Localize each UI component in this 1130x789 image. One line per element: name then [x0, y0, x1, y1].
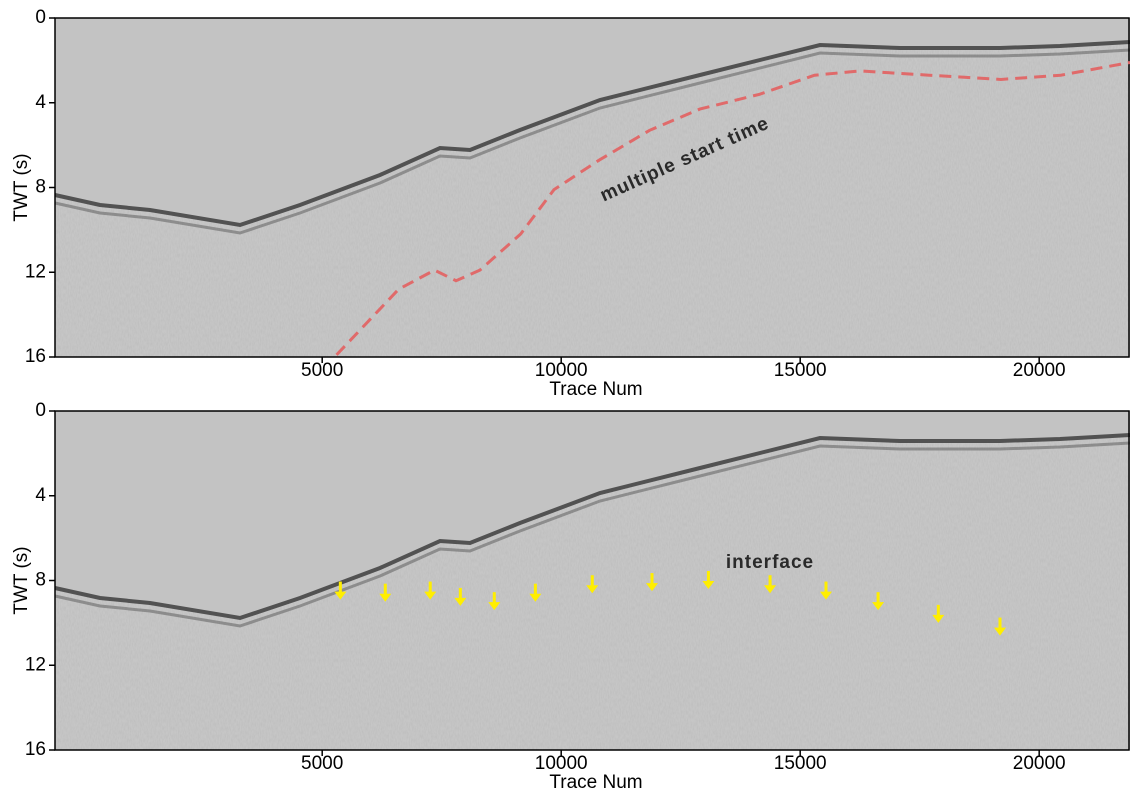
interface-arrow	[993, 617, 1006, 636]
arrow-head	[993, 627, 1006, 636]
arrow-head	[872, 602, 885, 611]
interface-arrow	[334, 581, 347, 600]
x-tick-label: 10000	[535, 360, 588, 381]
interface-arrow	[702, 570, 715, 589]
arrow-head	[529, 593, 542, 602]
arrow-head	[646, 583, 659, 592]
y-tick-label: 16	[25, 739, 46, 760]
y-tick-label: 8	[35, 177, 46, 198]
interface-arrow	[764, 575, 777, 594]
x-tick-label: 5000	[301, 753, 343, 774]
arrow-head	[424, 591, 437, 600]
x-axis-label: Trace Num	[549, 772, 642, 789]
arrow-head	[334, 591, 347, 600]
arrow-head	[454, 597, 467, 606]
y-tick-label: 4	[35, 485, 46, 506]
interface-arrow	[646, 573, 659, 592]
interface-arrow	[424, 581, 437, 600]
arrow-head	[702, 580, 715, 589]
interface-arrow	[872, 592, 885, 611]
arrow-head	[819, 591, 832, 600]
y-tick-label: 12	[25, 654, 46, 675]
x-tick-label: 5000	[301, 360, 343, 381]
interface-arrow	[932, 604, 945, 623]
seismic-image	[55, 18, 1130, 357]
arrow-head	[379, 593, 392, 602]
multiple-start-line	[335, 61, 1130, 356]
y-axis-label: TWT (s)	[11, 546, 32, 614]
x-tick-label: 20000	[1013, 360, 1066, 381]
y-tick-label: 0	[35, 7, 46, 28]
arrow-head	[586, 585, 599, 594]
arrow-head	[932, 614, 945, 623]
y-tick-label: 12	[25, 261, 46, 282]
interface-arrow	[529, 583, 542, 602]
x-tick-label: 15000	[774, 360, 827, 381]
y-tick-label: 0	[35, 400, 46, 421]
x-axis-label: Trace Num	[549, 379, 642, 400]
y-tick-label: 16	[25, 346, 46, 367]
interface-arrow	[586, 575, 599, 594]
interface-arrow	[488, 592, 501, 611]
interface-arrow	[819, 581, 832, 600]
interface-arrow	[454, 587, 467, 606]
y-tick-label: 4	[35, 92, 46, 113]
x-tick-label: 20000	[1013, 753, 1066, 774]
y-axis-label: TWT (s)	[11, 153, 32, 221]
interface-arrow	[379, 583, 392, 602]
annotation: interface	[726, 552, 814, 573]
x-tick-label: 15000	[774, 753, 827, 774]
x-tick-label: 10000	[535, 753, 588, 774]
y-tick-label: 8	[35, 570, 46, 591]
arrow-head	[764, 585, 777, 594]
arrow-head	[488, 602, 501, 611]
